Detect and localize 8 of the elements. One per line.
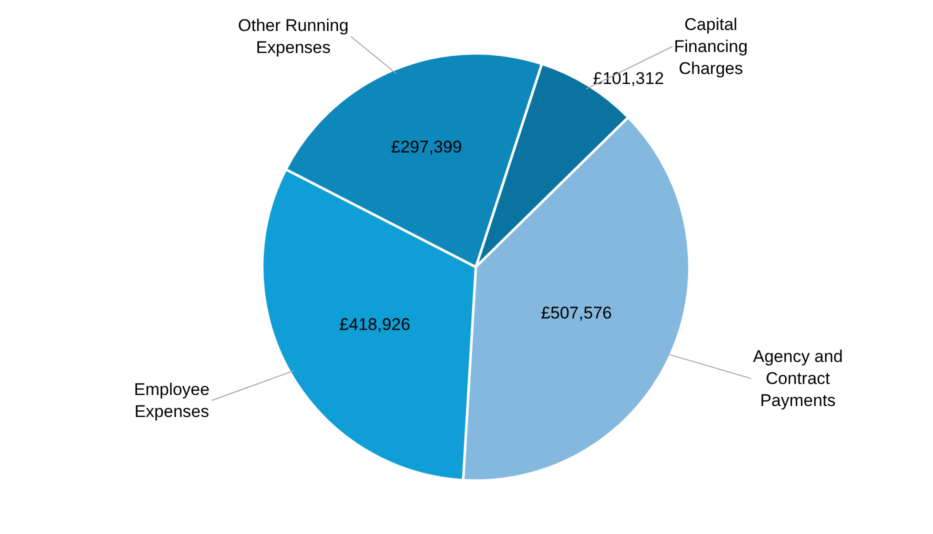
slice-label: Capital Financing Charges <box>674 15 748 78</box>
data-label: £101,312 <box>593 69 664 88</box>
slice-label: Agency and Contract Payments <box>753 347 843 410</box>
data-label: £507,576 <box>540 303 612 322</box>
data-label: £297,399 <box>391 138 462 157</box>
slice-label: Employee Expenses <box>134 380 210 422</box>
slice-label: Other Running Expenses <box>238 16 349 58</box>
data-label: £418,926 <box>339 315 410 334</box>
